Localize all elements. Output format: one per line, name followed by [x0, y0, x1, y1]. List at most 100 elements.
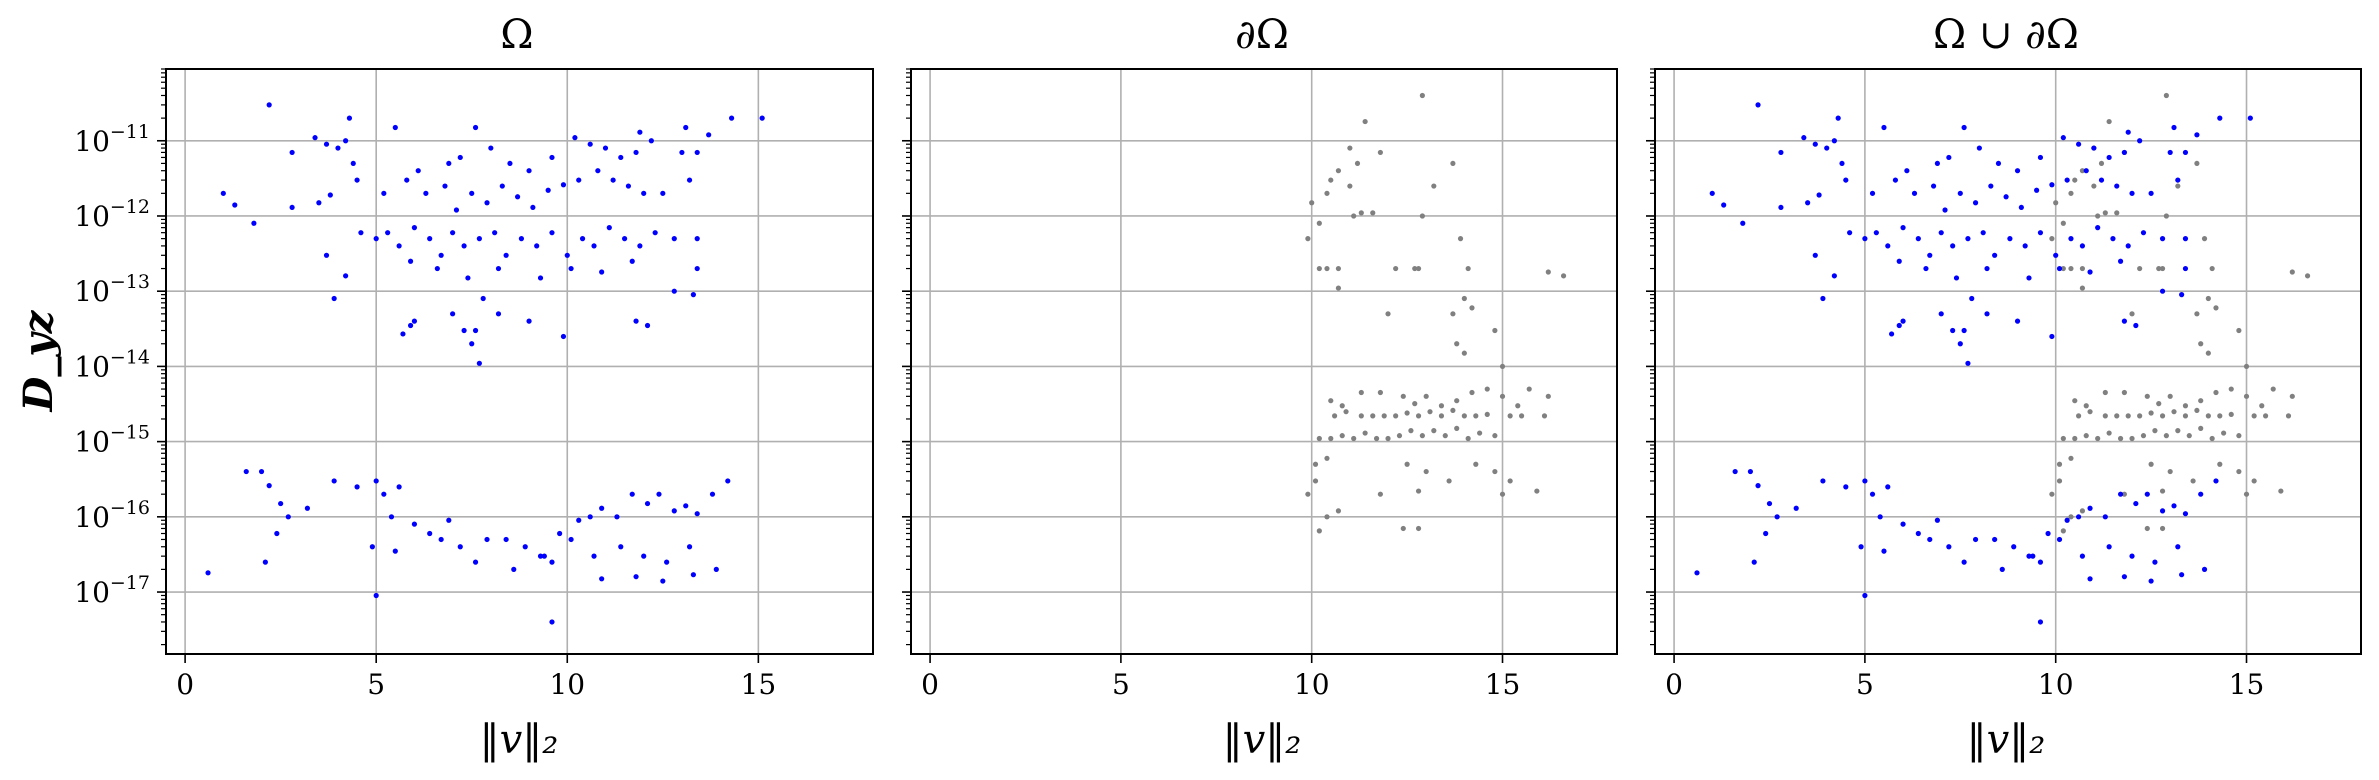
scatter-point [2144, 393, 2150, 399]
scatter-point [495, 311, 502, 317]
x-tick-label: 5 [1856, 668, 1874, 701]
scatter-point [2159, 265, 2166, 272]
scatter-point [2114, 210, 2120, 216]
scatter-point [1862, 478, 1868, 484]
scatter-point [1393, 265, 1399, 272]
scatter-point [2201, 236, 2208, 242]
xticks-boundary: 0 5 10 15 [921, 654, 1520, 701]
scatter-point [2171, 124, 2177, 131]
scatter-point [2167, 393, 2173, 399]
scatter-point [2053, 200, 2059, 206]
scatter-point [2182, 265, 2189, 272]
scatter-point [1461, 413, 1467, 419]
scatter-point [664, 559, 670, 565]
scatter-point [522, 544, 528, 550]
scatter-point [2163, 92, 2169, 99]
scatter-point [1492, 433, 1498, 439]
scatter-point [2182, 413, 2189, 419]
scatter-point [2175, 177, 2181, 183]
scatter-point [358, 230, 364, 236]
scatter-point [2129, 435, 2135, 442]
scatter-point [2209, 435, 2215, 442]
scatter-point [2171, 503, 2177, 509]
scatter-point [2083, 433, 2089, 439]
scatter-point [400, 331, 406, 337]
scatter-point [2217, 413, 2223, 419]
scatter-point [1923, 265, 1929, 272]
scatter-point [1351, 213, 1357, 219]
scatter-point [1477, 430, 1483, 436]
scatter-point [438, 536, 444, 543]
scatter-point [2125, 413, 2131, 419]
scatter-point [1995, 160, 2002, 167]
scatter-point [1431, 183, 1437, 189]
scatter-point [2083, 168, 2089, 174]
scatter-point [411, 225, 418, 231]
scatter-point [1930, 183, 1937, 189]
scatter-point [1305, 491, 1311, 497]
scatter-point [2175, 428, 2181, 434]
scatter-point [1454, 341, 1460, 347]
scatter-point [1873, 230, 1879, 236]
scatter-point [373, 478, 379, 484]
scatter-point [1751, 559, 1757, 565]
x-tick-label: 0 [1665, 668, 1683, 701]
scatter-point [2026, 553, 2032, 559]
scatter-point [503, 252, 509, 258]
scatter-point [1305, 236, 1311, 242]
scatter-point [2095, 225, 2101, 231]
scatter-point [1766, 500, 1773, 507]
scatter-point [1415, 488, 1422, 494]
scatter-point [1312, 461, 1319, 467]
scatter-point [2060, 135, 2066, 141]
scatter-point [1499, 491, 1506, 497]
xlabel-boundary: ‖v‖₂ [1223, 717, 1302, 763]
scatter-point [2102, 514, 2108, 520]
scatter-point [1335, 508, 1342, 514]
scatter-point [499, 183, 505, 189]
scatter-point [2125, 243, 2131, 249]
scatter-point [1957, 190, 1963, 196]
scatter-point [1824, 145, 1830, 151]
scatter-point [1324, 190, 1330, 196]
scatter-point [2125, 129, 2131, 135]
scatter-point [1934, 517, 1940, 523]
scatter-point [369, 544, 375, 550]
scatter-point [1980, 230, 1986, 236]
scatter-point [1732, 468, 1738, 475]
scatter-point [1946, 154, 1952, 161]
scatter-point [2114, 413, 2120, 419]
scatter-point [1499, 363, 1506, 370]
scatter-point [549, 154, 555, 161]
scatter-point [1316, 220, 1322, 226]
scatter-point [2106, 154, 2112, 161]
scatter-point [2213, 389, 2219, 396]
scatter-point [2129, 190, 2135, 196]
scatter-point [514, 194, 521, 200]
scatter-point [1347, 183, 1353, 189]
scatter-point [484, 536, 490, 543]
scatter-point [2152, 559, 2158, 565]
scatter-point [1377, 389, 1383, 396]
scatter-point [1904, 168, 1910, 174]
scatter-point [1339, 433, 1345, 439]
scatter-point [1755, 483, 1761, 489]
scatter-point [2121, 574, 2127, 580]
scatter-point [1805, 200, 1811, 206]
scatter-point [2129, 311, 2135, 317]
scatter-point [476, 360, 482, 366]
scatter-point [2076, 141, 2082, 147]
scatter-point [579, 236, 586, 242]
scatter-point [2167, 468, 2173, 475]
scatter-point [2201, 566, 2208, 572]
scatter-point [1324, 514, 1330, 520]
scatter-point [694, 149, 700, 156]
scatter-point [2049, 182, 2055, 188]
scatter-point [1820, 478, 1826, 484]
scatter-point [2060, 265, 2066, 272]
scatter-point [343, 138, 349, 144]
yticks-omega: 10−11 10−12 10−13 10−14 10−15 10−16 10−17 [74, 68, 166, 646]
scatter-point [2014, 318, 2021, 324]
scatter-point [614, 514, 620, 520]
scatter-point [2072, 177, 2078, 183]
